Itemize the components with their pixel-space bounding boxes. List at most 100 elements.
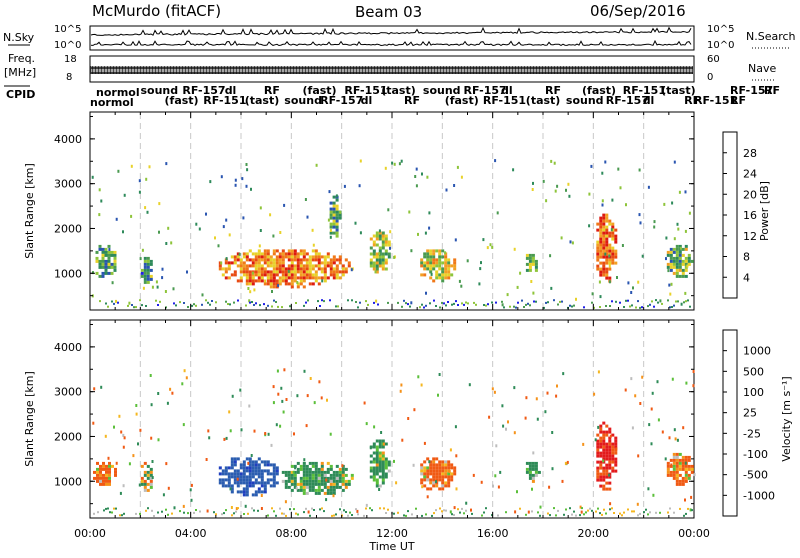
ground-scatter [175, 304, 177, 307]
ground-scatter [625, 299, 627, 302]
echo-cell [381, 240, 385, 244]
echo-scatter [146, 210, 149, 214]
echo-cell [426, 252, 430, 256]
echo-cell [233, 261, 237, 265]
echo-cell [260, 478, 264, 482]
echo-scatter [155, 280, 158, 284]
echo-cell [528, 461, 532, 465]
echo-cell [596, 228, 600, 232]
echo-cell [684, 262, 688, 266]
ground-scatter [153, 515, 155, 517]
echo-cell [251, 481, 255, 485]
echo-cell [266, 469, 270, 473]
echo-cell [254, 252, 258, 256]
echo-cell [378, 258, 382, 262]
echo-scatter [283, 203, 286, 207]
ground-scatter [537, 511, 539, 514]
echo-cell [605, 252, 609, 256]
echo-cell [608, 466, 612, 470]
echo-scatter [671, 377, 674, 381]
ground-scatter [349, 511, 351, 514]
echo-cell [602, 451, 606, 455]
echo-cell [248, 466, 252, 470]
echo-cell [251, 460, 255, 464]
echo-cell [678, 274, 682, 278]
echo-cell [528, 265, 532, 269]
echo-cell [224, 478, 228, 482]
echo-cell [338, 470, 342, 474]
echo-cell [672, 262, 676, 266]
echo-cell [426, 255, 430, 259]
echo-scatter [632, 286, 634, 290]
echo-cell [278, 255, 282, 259]
echo-cell [438, 460, 442, 464]
echo-scatter [356, 509, 359, 513]
ground-scatter [223, 512, 225, 515]
ground-scatter [281, 306, 283, 309]
ground-scatter [535, 300, 537, 303]
echo-cell [290, 252, 294, 256]
echo-cell [344, 485, 348, 489]
echo-cell [257, 258, 261, 262]
echo-cell [678, 461, 682, 465]
echo-cell [104, 271, 108, 275]
ground-scatter [443, 302, 445, 305]
ground-scatter [165, 508, 167, 511]
echo-cell [441, 475, 445, 479]
echo-cell [605, 270, 609, 274]
echo-cell [107, 253, 111, 257]
echo-cell [254, 460, 258, 464]
echo-cell [596, 267, 600, 271]
echo-cell [669, 247, 673, 251]
echo-cell [614, 234, 618, 238]
echo-scatter [100, 385, 103, 389]
echo-cell [257, 273, 261, 277]
echo-cell [611, 469, 615, 473]
echo-cell [678, 464, 682, 468]
echo-cell [275, 264, 279, 268]
ground-scatter [649, 303, 651, 306]
ground-scatter [487, 303, 489, 306]
ground-scatter [253, 509, 255, 512]
echo-cell [326, 491, 330, 495]
echo-cell [596, 451, 600, 455]
echo-cell [531, 479, 535, 483]
echo-cell [230, 463, 234, 467]
echo-cell [444, 463, 448, 467]
echo-cell [384, 234, 388, 238]
ground-scatter [657, 301, 659, 304]
echo-cell [423, 469, 427, 473]
echo-scatter [113, 425, 115, 429]
echo-scatter [378, 252, 381, 256]
echo-cell [329, 473, 333, 477]
echo-cell [432, 255, 436, 259]
echo-cell [338, 261, 342, 265]
echo-cell [372, 249, 376, 253]
echo-cell [426, 249, 430, 253]
echo-cell [329, 216, 333, 220]
echo-cell [614, 237, 618, 241]
ground-scatter [405, 514, 407, 517]
echo-scatter [601, 199, 604, 203]
echo-cell [248, 276, 252, 280]
echo-cell [441, 267, 445, 271]
echo-cell [230, 261, 234, 265]
ground-scatter [303, 511, 305, 514]
echo-cell [335, 219, 339, 223]
echo-cell [290, 279, 294, 283]
echo-cell [329, 222, 333, 226]
echo-scatter [173, 506, 176, 510]
echo-scatter [93, 387, 96, 391]
echo-scatter [692, 384, 695, 388]
echo-cell [293, 479, 297, 483]
echo-cell [311, 470, 315, 474]
ground-scatter [401, 305, 403, 308]
echo-scatter [167, 486, 170, 490]
echo-scatter [689, 508, 692, 512]
echo-cell [296, 252, 300, 256]
colorbar-tick-label: 100 [743, 386, 764, 399]
echo-cell [675, 262, 679, 266]
ground-scatter [105, 507, 107, 510]
echo-cell [272, 252, 276, 256]
cpid-mode-label: dl [501, 84, 513, 97]
